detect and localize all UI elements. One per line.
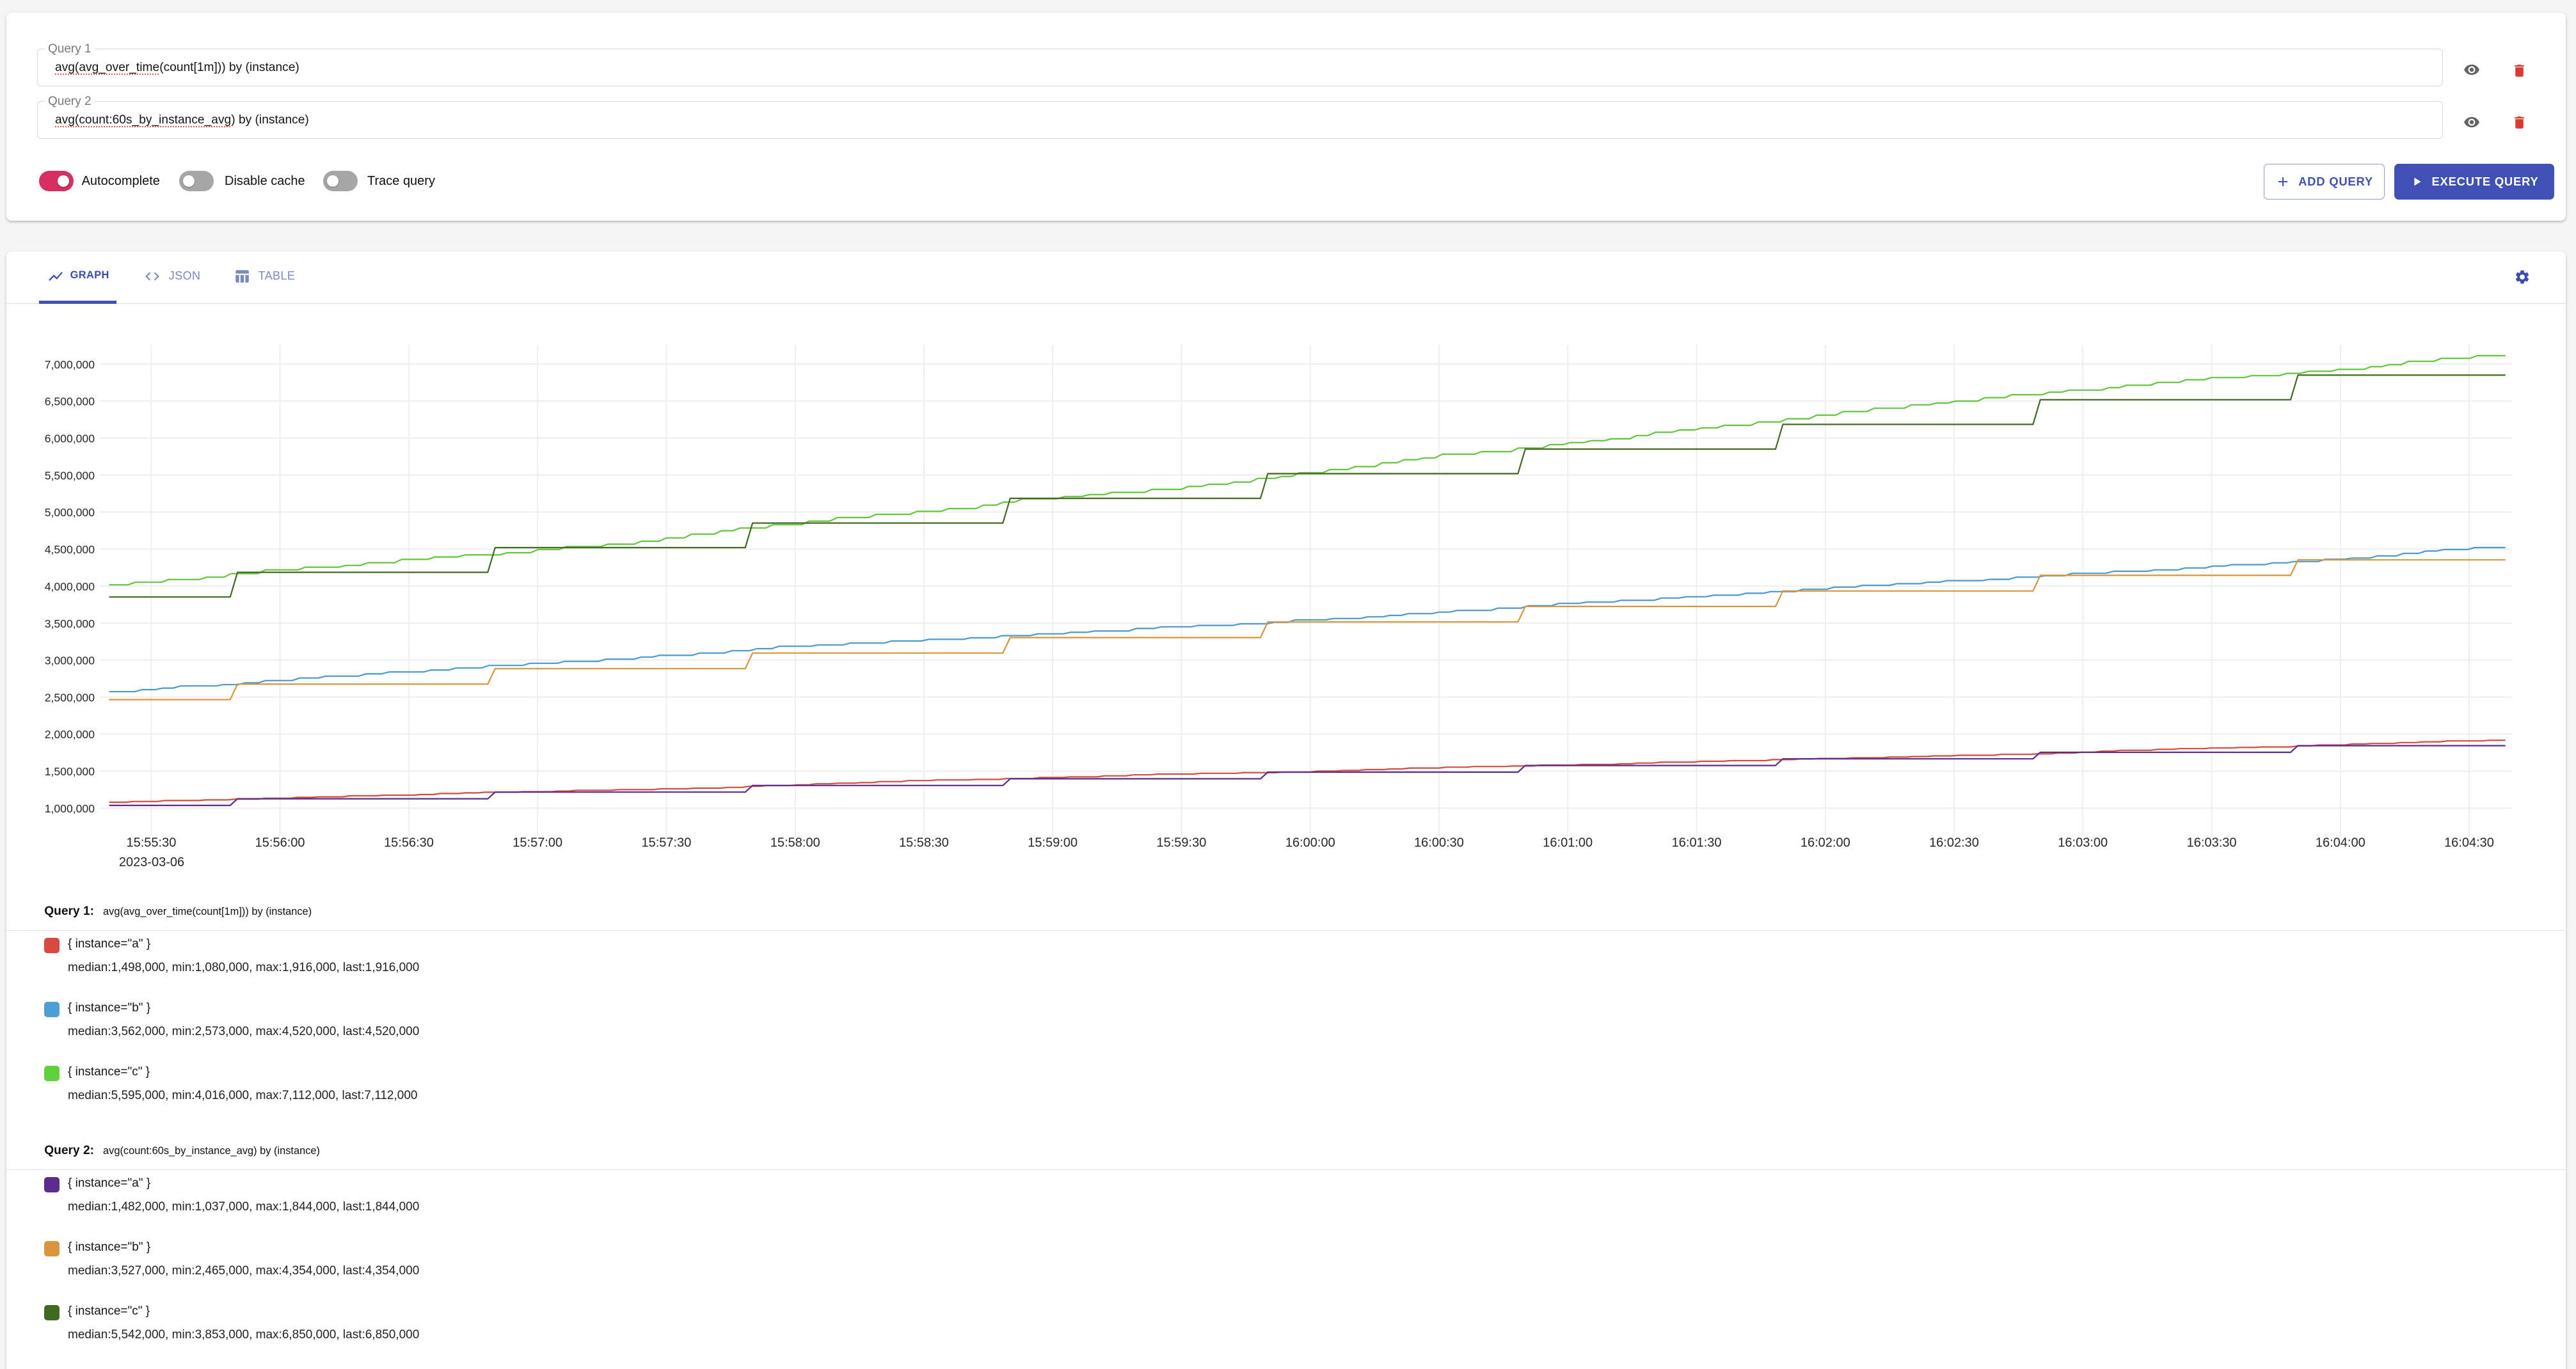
svg-text:16:03:30: 16:03:30 (2187, 836, 2237, 850)
svg-text:4,500,000: 4,500,000 (45, 543, 95, 556)
svg-text:6,000,000: 6,000,000 (45, 432, 95, 445)
svg-text:7,000,000: 7,000,000 (45, 358, 95, 371)
svg-text:16:00:00: 16:00:00 (1285, 836, 1335, 850)
svg-text:2,500,000: 2,500,000 (45, 691, 95, 704)
svg-text:16:04:30: 16:04:30 (2444, 836, 2494, 850)
svg-text:16:00:30: 16:00:30 (1414, 836, 1464, 850)
svg-text:15:58:30: 15:58:30 (899, 836, 949, 850)
svg-text:1,000,000: 1,000,000 (45, 802, 95, 815)
svg-text:1,500,000: 1,500,000 (45, 765, 95, 778)
svg-text:6,500,000: 6,500,000 (45, 395, 95, 408)
svg-text:15:57:30: 15:57:30 (641, 836, 691, 850)
svg-text:16:01:30: 16:01:30 (1672, 836, 1722, 850)
svg-text:3,500,000: 3,500,000 (45, 617, 95, 630)
svg-text:3,000,000: 3,000,000 (45, 654, 95, 667)
svg-text:15:59:00: 15:59:00 (1028, 836, 1077, 850)
svg-text:16:02:30: 16:02:30 (1929, 836, 1979, 850)
svg-text:16:03:00: 16:03:00 (2058, 836, 2108, 850)
svg-text:15:59:30: 15:59:30 (1156, 836, 1206, 850)
svg-text:2023-03-06: 2023-03-06 (119, 855, 184, 869)
svg-text:15:56:30: 15:56:30 (384, 836, 434, 850)
svg-text:16:01:00: 16:01:00 (1543, 836, 1593, 850)
svg-text:4,000,000: 4,000,000 (45, 580, 95, 593)
svg-text:5,500,000: 5,500,000 (45, 469, 95, 482)
svg-text:16:02:00: 16:02:00 (1801, 836, 1850, 850)
svg-text:15:55:30: 15:55:30 (126, 836, 176, 850)
svg-text:5,000,000: 5,000,000 (45, 506, 95, 519)
svg-text:15:58:00: 15:58:00 (770, 836, 820, 850)
svg-text:15:57:00: 15:57:00 (513, 836, 562, 850)
svg-text:2,000,000: 2,000,000 (45, 728, 95, 741)
svg-text:15:56:00: 15:56:00 (255, 836, 305, 850)
svg-text:16:04:00: 16:04:00 (2316, 836, 2365, 850)
